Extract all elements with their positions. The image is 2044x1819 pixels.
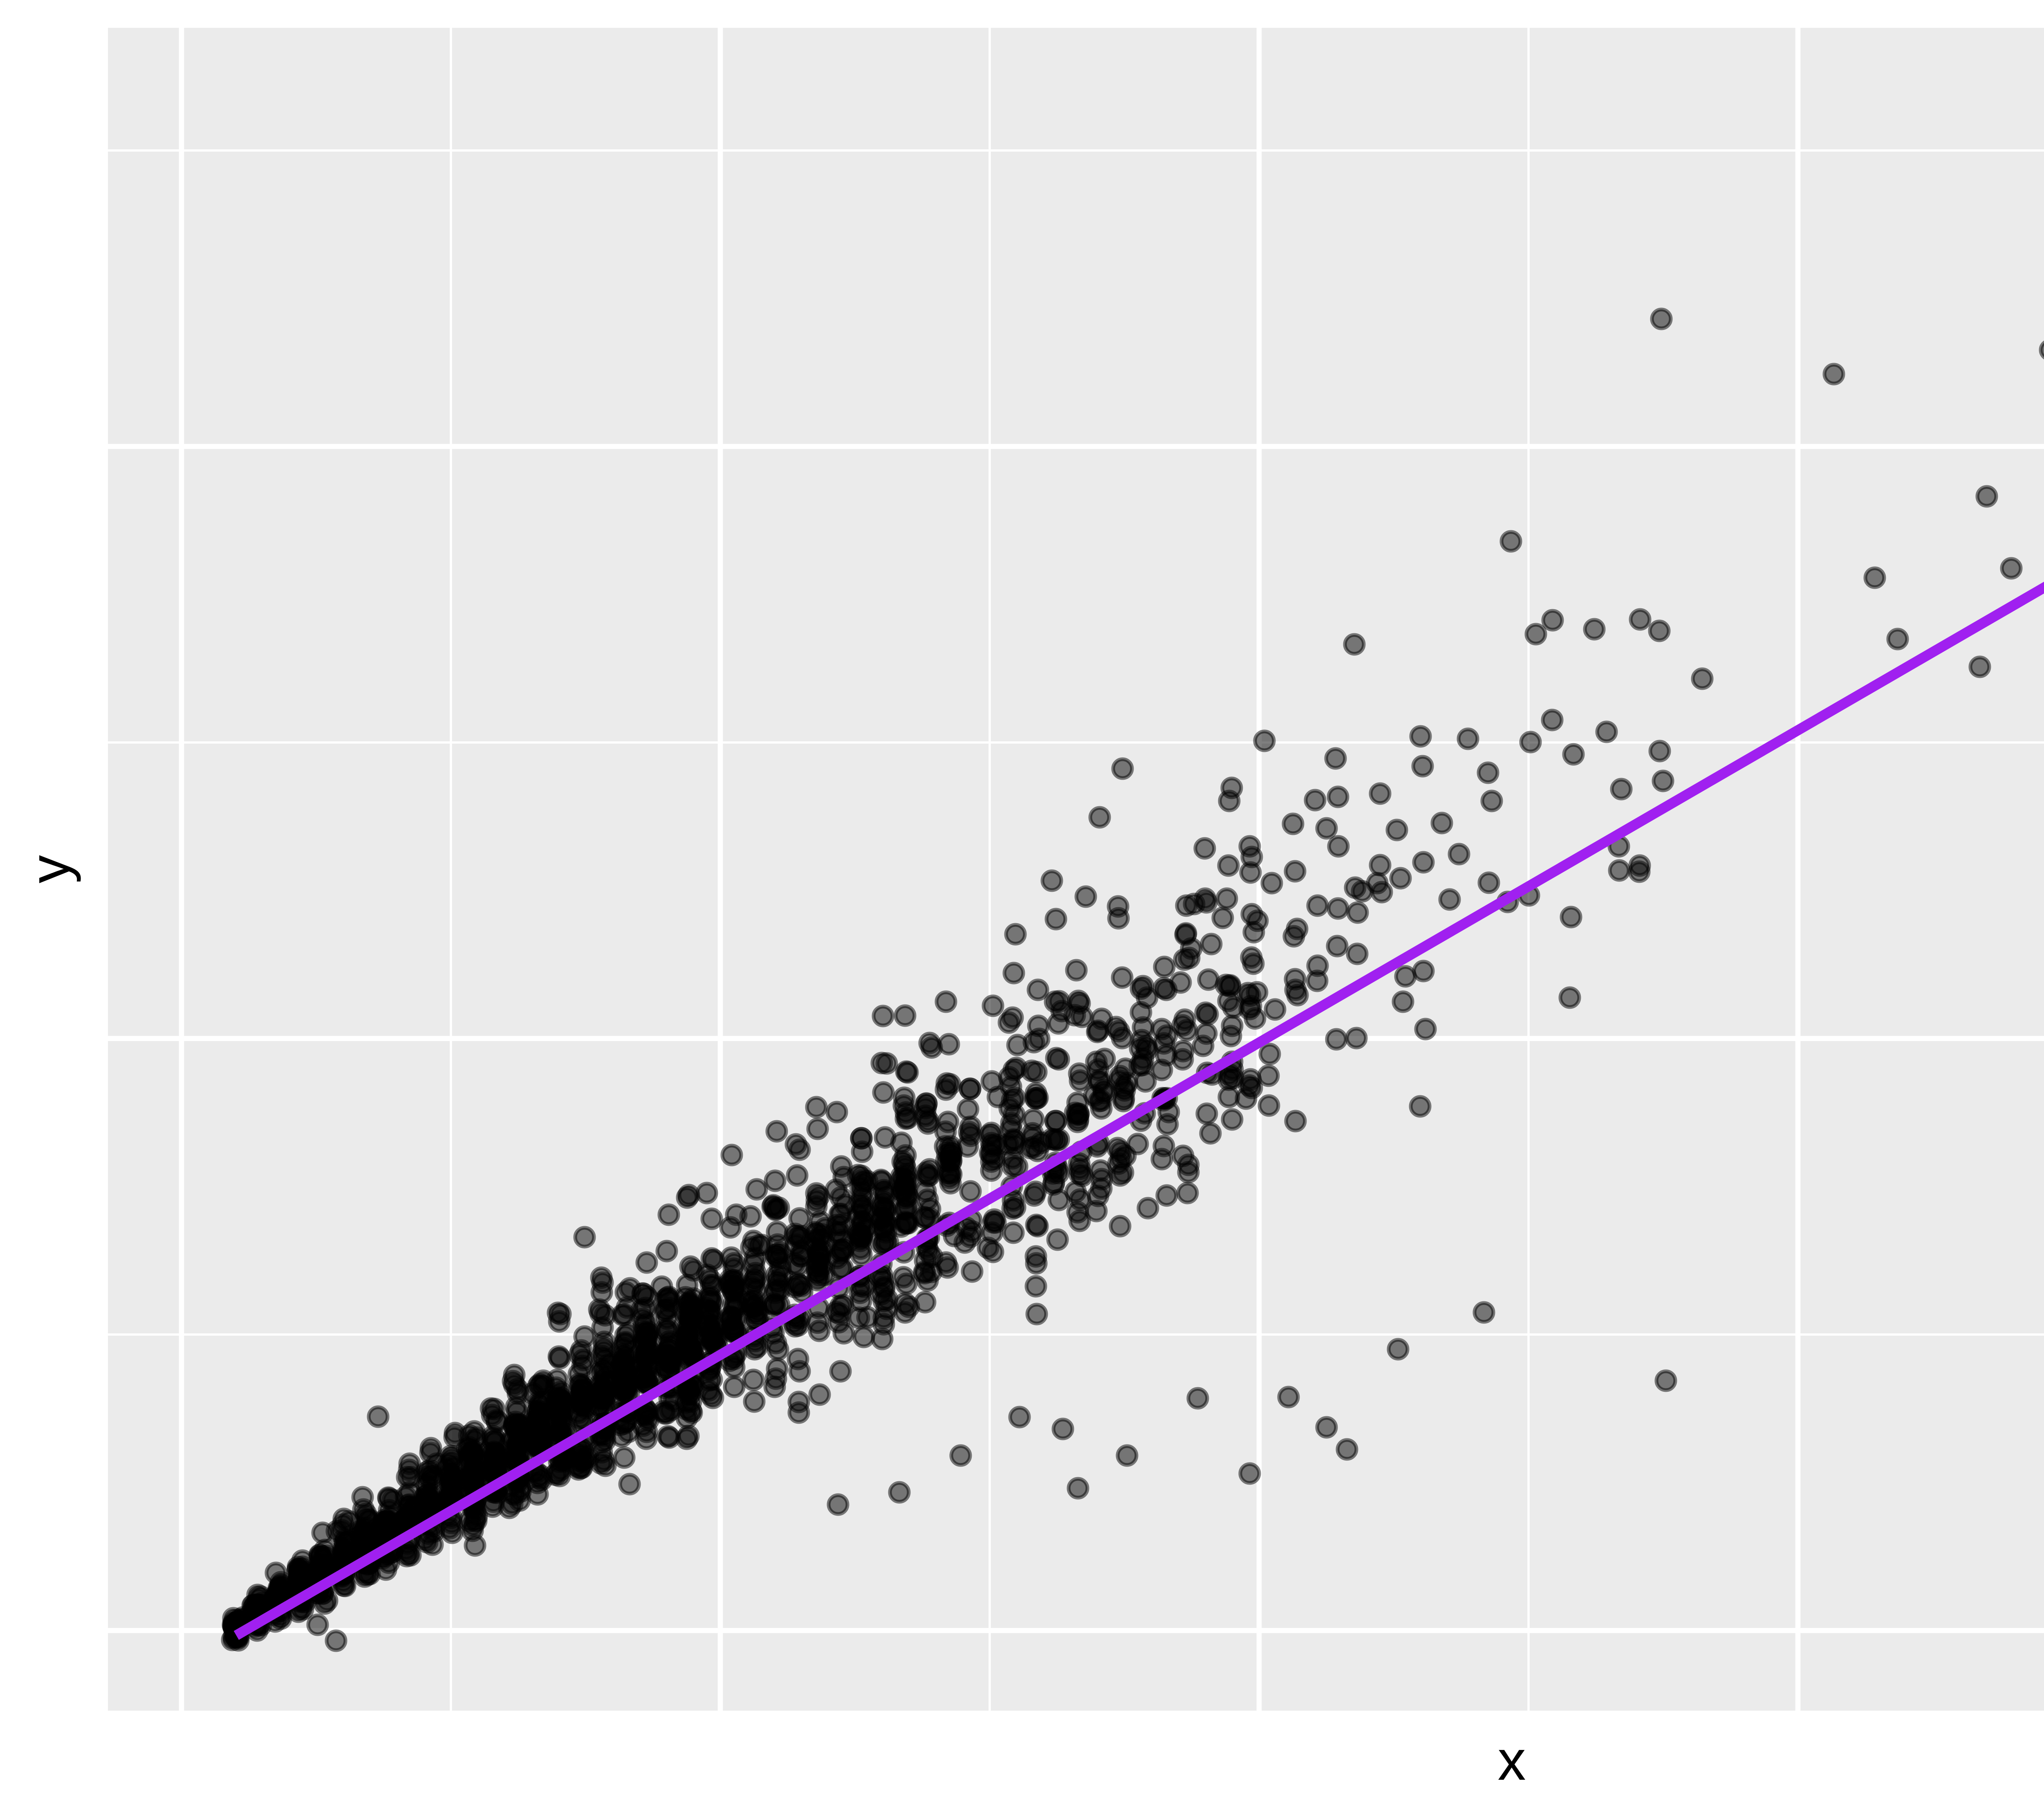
svg-text:x: x [1498, 1729, 1526, 1792]
svg-text:y: y [18, 855, 81, 884]
